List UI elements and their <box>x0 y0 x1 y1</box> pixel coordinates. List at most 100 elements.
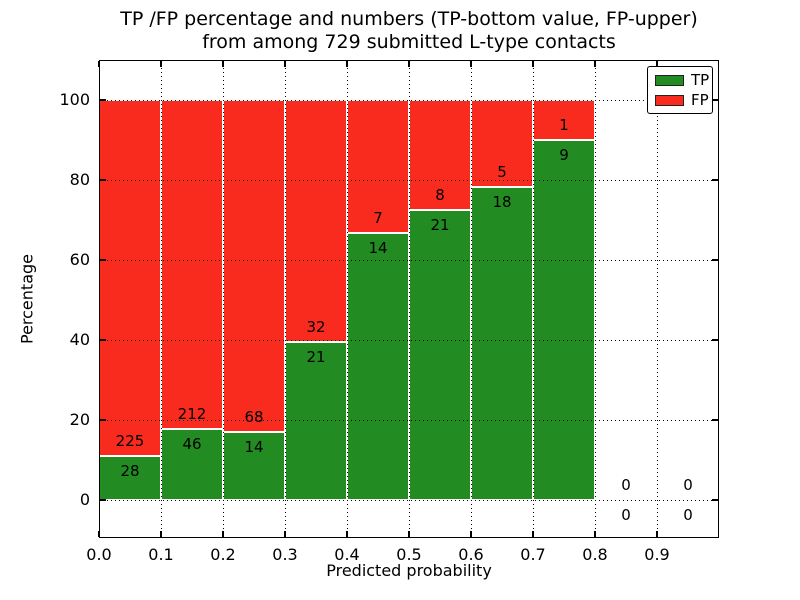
y-tick-right <box>712 259 718 261</box>
bar-count-label-tp: 28 <box>120 461 140 480</box>
x-tick-bottom <box>98 531 100 537</box>
bar-segment-fp <box>533 100 595 140</box>
gridline-vertical <box>595 60 596 538</box>
gridline-vertical <box>409 60 410 538</box>
bar-count-label-tp: 46 <box>182 434 202 453</box>
bar-count-label-fp: 7 <box>373 209 383 228</box>
y-tick-label: 80 <box>69 170 90 189</box>
x-tick-label: 0.2 <box>210 545 236 564</box>
bar-segment-tp <box>471 186 533 500</box>
bar-count-label-tp: 14 <box>368 239 388 258</box>
gridline-vertical <box>161 60 162 538</box>
x-tick-top <box>346 61 348 67</box>
bar-count-label-tp: 21 <box>306 347 326 366</box>
gridline-vertical <box>657 60 658 538</box>
legend-row-fp: FP <box>648 90 712 110</box>
bar-segment-tp <box>223 431 285 500</box>
bar-count-label-fp: 212 <box>177 404 207 423</box>
gridline-vertical <box>533 60 534 538</box>
bar-segment-tp <box>409 210 471 500</box>
y-axis-label: Percentage <box>17 253 37 345</box>
y-tick-left <box>100 99 106 101</box>
x-tick-bottom <box>346 531 348 537</box>
bar-segment-fp <box>471 100 533 187</box>
x-tick-bottom <box>222 531 224 537</box>
x-tick-top <box>470 61 472 67</box>
bar-segment-tp <box>533 140 595 500</box>
y-tick-left <box>100 419 106 421</box>
x-tick-label: 0.9 <box>644 545 670 564</box>
bar-count-label-tp: 9 <box>559 146 569 164</box>
bar-count-label-fp: 1 <box>559 116 569 134</box>
legend-row-tp: TP <box>648 70 712 90</box>
bar-count-label-fp: 225 <box>115 431 145 450</box>
x-tick-label: 0.0 <box>86 545 112 564</box>
chart-title-line2: from among 729 submitted L-type contacts <box>202 31 616 53</box>
legend-label-fp: FP <box>691 91 709 109</box>
x-axis-label: Predicted probability <box>326 561 492 580</box>
y-tick-label: 60 <box>69 250 90 269</box>
x-tick-top <box>284 61 286 67</box>
y-tick-left <box>100 499 106 501</box>
bar-count-label-fp: 0 <box>621 476 631 494</box>
x-tick-top <box>594 61 596 67</box>
x-tick-bottom <box>408 531 410 537</box>
x-tick-label: 0.5 <box>396 545 422 564</box>
x-tick-label: 0.6 <box>458 545 484 564</box>
x-tick-top <box>160 61 162 67</box>
bar-count-label-fp: 8 <box>435 186 445 205</box>
y-tick-label: 0 <box>79 490 90 509</box>
bar-segment-fp <box>223 100 285 432</box>
gridline-vertical <box>471 60 472 538</box>
bar-count-label-tp: 14 <box>244 437 264 456</box>
bar-segment-fp <box>99 100 161 456</box>
bar-count-label-fp: 0 <box>683 476 693 494</box>
x-tick-label: 0.7 <box>520 545 546 564</box>
chart-title-line1: TP /FP percentage and numbers (TP-bottom… <box>120 8 698 30</box>
y-tick-right <box>712 419 718 421</box>
x-tick-label: 0.4 <box>334 545 360 564</box>
bar-segment-fp <box>285 100 347 342</box>
x-tick-label: 0.8 <box>582 545 608 564</box>
bar-count-label-tp: 0 <box>621 506 631 524</box>
bar-segment-fp <box>409 100 471 211</box>
bar-segment-tp <box>99 455 161 500</box>
bar-segment-tp <box>347 233 409 500</box>
x-tick-top <box>408 61 410 67</box>
x-tick-bottom <box>284 531 286 537</box>
x-tick-bottom <box>532 531 534 537</box>
y-tick-right <box>712 179 718 181</box>
y-tick-left <box>100 339 106 341</box>
x-tick-bottom <box>594 531 596 537</box>
x-tick-top <box>532 61 534 67</box>
y-tick-label: 100 <box>59 90 90 109</box>
y-tick-right <box>712 99 718 101</box>
y-tick-left <box>100 179 106 181</box>
y-tick-right <box>712 499 718 501</box>
legend-swatch-fp <box>655 94 684 106</box>
x-tick-top <box>656 61 658 67</box>
legend-swatch-tp <box>655 74 684 86</box>
chart-title: TP /FP percentage and numbers (TP-bottom… <box>99 8 719 54</box>
bar-count-label-fp: 68 <box>244 407 264 426</box>
y-tick-label: 20 <box>69 410 90 429</box>
gridline-vertical <box>285 60 286 538</box>
bar-count-label-fp: 32 <box>306 317 326 336</box>
x-tick-bottom <box>470 531 472 537</box>
x-tick-top <box>98 61 100 67</box>
y-tick-right <box>712 339 718 341</box>
bar-count-label-tp: 18 <box>492 192 512 211</box>
x-tick-label: 0.3 <box>272 545 298 564</box>
x-tick-bottom <box>656 531 658 537</box>
y-tick-label: 40 <box>69 330 90 349</box>
legend-label-tp: TP <box>691 71 710 89</box>
x-tick-top <box>222 61 224 67</box>
x-tick-bottom <box>160 531 162 537</box>
bar-segment-fp <box>161 100 223 429</box>
y-tick-left <box>100 259 106 261</box>
bar-count-label-fp: 5 <box>497 162 507 181</box>
gridline-vertical <box>347 60 348 538</box>
x-tick-label: 0.1 <box>148 545 174 564</box>
legend: TP FP <box>647 66 713 114</box>
